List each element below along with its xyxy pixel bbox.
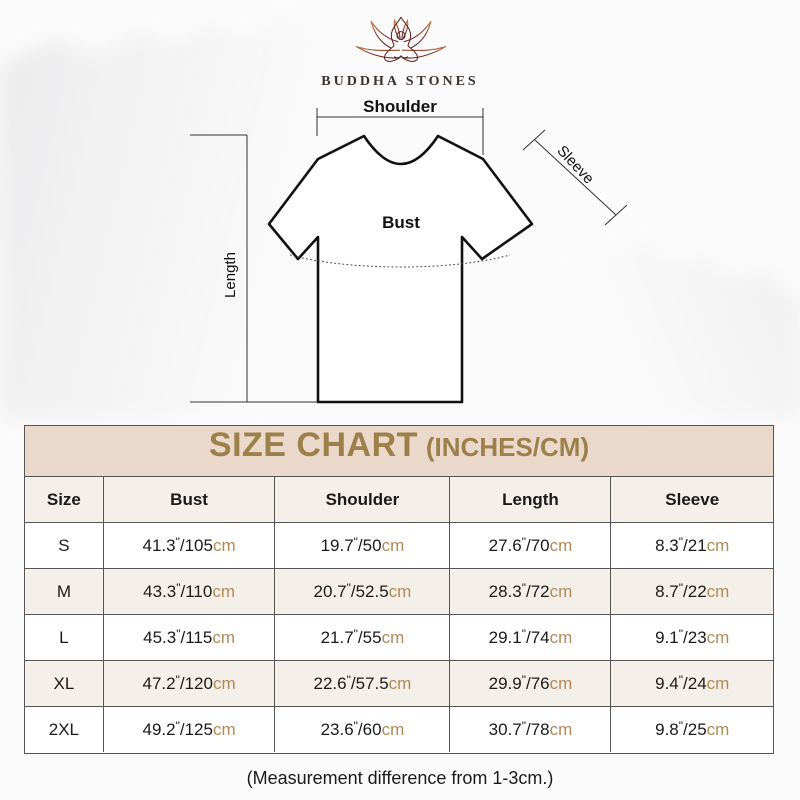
svg-text:Length: Length xyxy=(222,252,239,298)
svg-text:Shoulder: Shoulder xyxy=(363,97,437,116)
svg-text:Sleeve: Sleeve xyxy=(553,142,597,187)
svg-text:Bust: Bust xyxy=(382,213,420,232)
